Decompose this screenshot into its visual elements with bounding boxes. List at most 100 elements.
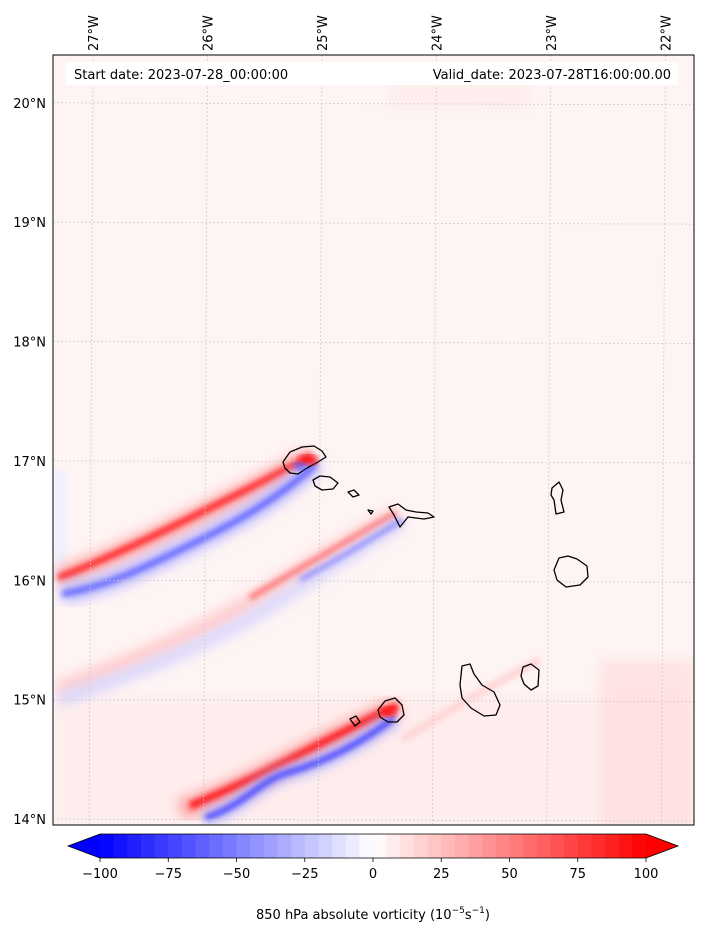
negative-vorticity-spot — [293, 462, 307, 470]
colorbar-cell — [605, 834, 620, 858]
wake-band-fogo — [176, 656, 542, 825]
graticule — [53, 55, 694, 825]
negative-vorticity-core — [299, 518, 404, 582]
longitude-label: 26°W — [202, 15, 217, 51]
latitude-label: 16°N — [13, 574, 46, 589]
colorbar-cell — [564, 834, 579, 858]
field-patch — [600, 660, 694, 825]
colorbar-cell — [318, 834, 333, 858]
colorbar-cell — [100, 834, 115, 858]
colorbar-ticks: −100 −75 −50 −25 0 25 50 75 100 — [82, 858, 658, 882]
island-santo-antao — [282, 445, 327, 475]
map-panel — [52, 54, 695, 826]
latitude-label: 14°N — [13, 813, 46, 828]
island-santiago — [459, 663, 501, 717]
map-frame — [52, 54, 695, 826]
colorbar-tick-label: −25 — [291, 867, 318, 882]
colorbar-cell — [127, 834, 142, 858]
colorbar-tick-label: −100 — [82, 867, 118, 882]
colorbar-cell — [632, 834, 647, 858]
parallel-line — [53, 341, 694, 344]
valid-date-label: Valid_date: 2023-07-28T16:00:00.00 — [433, 68, 671, 83]
colorbar-label: 850 hPa absolute vorticity (10−5s−1) — [256, 906, 490, 923]
start-date-label: Start date: 2023-07-28_00:00:00 — [74, 68, 288, 83]
meridian-line — [546, 55, 552, 825]
longitude-label: 22°W — [659, 15, 674, 51]
colorbar-cell — [332, 834, 347, 858]
colorbar-cell — [345, 834, 360, 858]
meridian-line — [432, 55, 437, 825]
island-fogo — [377, 697, 405, 723]
colorbar-extend-low — [68, 834, 100, 858]
colorbar-cell — [441, 834, 456, 858]
positive-vorticity-core — [56, 451, 314, 582]
colorbar-tick-label: 25 — [433, 867, 450, 882]
parallel-line — [53, 102, 694, 106]
colorbar-cell — [413, 834, 429, 858]
colorbar: −100 −75 −50 −25 0 25 50 75 100 850 hPa absolute… — [66, 833, 680, 923]
colorbar-cell — [400, 834, 415, 858]
latitude-label: 18°N — [13, 336, 46, 351]
meridian-line — [203, 55, 208, 825]
positive-vorticity-core — [188, 702, 400, 810]
colorbar-cell — [523, 834, 538, 858]
meridian-line — [88, 55, 94, 825]
colorbar-tick-label: −75 — [155, 867, 182, 882]
colorbar-cell — [454, 834, 470, 858]
latitude-label: 20°N — [13, 97, 46, 112]
wake-band-santo-antao — [54, 446, 323, 603]
latitude-label: 15°N — [13, 694, 46, 709]
colorbar-cell — [304, 834, 319, 858]
colorbar-cell — [495, 834, 510, 858]
colorbar-cell — [209, 834, 224, 858]
island-sal — [550, 481, 565, 515]
latitude-label: 19°N — [13, 216, 46, 231]
colorbar-cell — [509, 834, 524, 858]
island-boa-vista — [553, 555, 589, 588]
island-maio — [520, 663, 540, 691]
negative-vorticity-core — [61, 462, 318, 597]
colorbar-cell — [373, 834, 388, 858]
colorbar-tick-label: 0 — [369, 867, 377, 882]
colorbar-cell — [263, 834, 278, 858]
longitude-label: 24°W — [430, 15, 445, 51]
negative-vorticity-core — [204, 716, 396, 821]
island-sao-nicolau — [388, 503, 435, 528]
colorbar-cell — [195, 834, 210, 858]
colorbar-cell — [468, 834, 483, 858]
meridian-line — [317, 55, 323, 825]
positive-vorticity-core — [248, 510, 398, 601]
colorbar-cell — [550, 834, 565, 858]
parallel-line — [53, 460, 694, 464]
parallel-line — [53, 221, 694, 225]
colorbar-cell — [236, 834, 251, 858]
colorbar-cell — [140, 834, 156, 858]
colorbar-cell — [113, 834, 128, 858]
meridian-line — [661, 55, 666, 825]
latitude-label: 17°N — [13, 455, 46, 470]
longitude-tick-labels: 27°W 26°W 25°W 24°W 23°W 22°W — [87, 15, 674, 51]
colorbar-tick-label: 75 — [569, 867, 586, 882]
field-patch — [53, 470, 67, 580]
colorbar-tick-label: −50 — [223, 867, 250, 882]
island-brava — [349, 715, 361, 727]
colorbar-cell — [168, 834, 183, 858]
colorbar-cell — [591, 834, 606, 858]
colorbar-cell — [386, 834, 401, 858]
longitude-label: 23°W — [545, 15, 560, 51]
coastlines — [282, 445, 589, 727]
colorbar-extend-high — [646, 834, 678, 858]
island-santa-luzia — [347, 489, 360, 498]
colorbar-tick-label: 50 — [501, 867, 518, 882]
island-sao-vicente — [312, 475, 339, 491]
longitude-label: 25°W — [316, 15, 331, 51]
latitude-tick-labels: 20°N 19°N 18°N 17°N 16°N 15°N 14°N — [13, 97, 46, 828]
colorbar-cell — [154, 834, 169, 858]
wake-band-sao-nicolau — [55, 506, 406, 706]
colorbar-cells — [100, 834, 647, 858]
colorbar-cell — [359, 834, 374, 858]
colorbar-cell — [181, 834, 197, 858]
colorbar-cell — [291, 834, 306, 858]
island-branco-raso — [367, 509, 374, 515]
